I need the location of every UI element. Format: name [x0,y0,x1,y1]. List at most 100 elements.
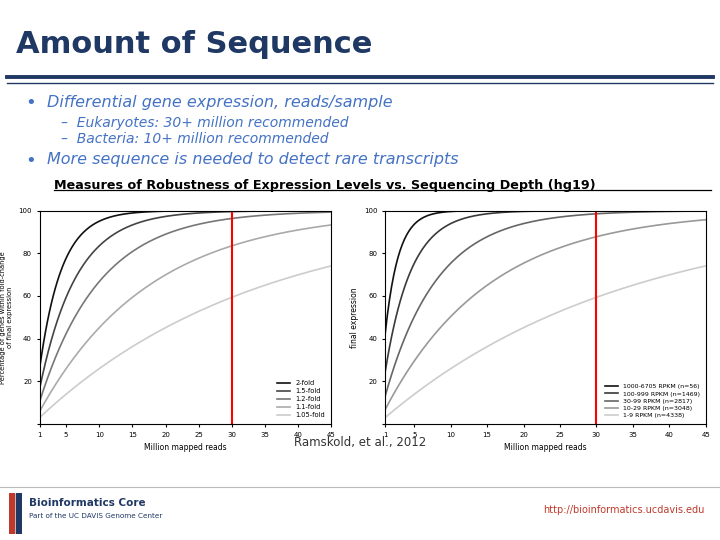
Line: 10-29 RPKM (n=3048): 10-29 RPKM (n=3048) [385,220,706,409]
Y-axis label: Percentage of genes within fold-change
of final expression: Percentage of genes within fold-change o… [0,251,13,383]
10-29 RPKM (n=3048) [382,404,390,411]
1.1-fold [36,407,45,413]
2-fold [281,207,289,214]
Bar [16,493,22,534]
1.1-fold [208,249,217,256]
1.05-fold [281,275,289,282]
1.1-fold [300,226,308,232]
Y-axis label: final expression: final expression [349,287,359,348]
1-9 RPKM (n=4338) [381,414,390,421]
Text: Part of the UC DAVIS Genome Center: Part of the UC DAVIS Genome Center [29,513,162,519]
Line: 100-999 RPKM (n=1469): 100-999 RPKM (n=1469) [385,211,706,372]
10-29 RPKM (n=3048) [651,222,660,228]
Bar [9,493,14,534]
30-99 RPKM (n=2817) [382,389,390,395]
100-999 RPKM (n=1469) [671,207,680,214]
1.5-fold [36,381,45,387]
100-999 RPKM (n=1469) [651,207,660,214]
Line: 2-fold: 2-fold [40,211,331,369]
2-fold [214,207,222,214]
1.05-fold [327,262,336,269]
1.1-fold [281,229,289,235]
Text: http://bioinformatics.ucdavis.edu: http://bioinformatics.ucdavis.edu [543,505,704,515]
1.05-fold [214,300,222,306]
1000-6705 RPKM (n=56) [381,330,390,337]
1.5-fold [209,209,217,215]
30-99 RPKM (n=2817) [671,208,680,214]
Text: Differential gene expression, reads/sample: Differential gene expression, reads/samp… [47,94,392,110]
100-999 RPKM (n=1469) [570,207,579,214]
1.2-fold [281,211,289,217]
1.2-fold [214,217,222,224]
30-99 RPKM (n=2817) [651,208,660,215]
1-9 RPKM (n=4338) [382,414,390,420]
1.5-fold [208,209,217,215]
1.5-fold [327,207,336,214]
Line: 1000-6705 RPKM (n=56): 1000-6705 RPKM (n=56) [385,211,706,334]
1000-6705 RPKM (n=56) [701,207,710,214]
1.5-fold [281,207,289,214]
Text: •: • [25,152,36,170]
Text: Ramskold, et al., 2012: Ramskold, et al., 2012 [294,436,426,449]
100-999 RPKM (n=1469) [382,362,390,368]
1000-6705 RPKM (n=56) [570,207,579,214]
10-29 RPKM (n=3048) [577,238,585,244]
1000-6705 RPKM (n=56) [382,321,390,327]
Text: –  Eukaryotes: 30+ million recommended: – Eukaryotes: 30+ million recommended [61,116,348,130]
Legend: 1000-6705 RPKM (n=56), 100-999 RPKM (n=1469), 30-99 RPKM (n=2817), 10-29 RPKM (n: 1000-6705 RPKM (n=56), 100-999 RPKM (n=1… [603,381,703,421]
1-9 RPKM (n=4338) [701,262,710,269]
10-29 RPKM (n=3048) [671,220,680,226]
Text: Amount of Sequence: Amount of Sequence [16,30,372,59]
30-99 RPKM (n=2817) [577,212,585,218]
1-9 RPKM (n=4338) [570,302,579,308]
1.05-fold [36,414,45,420]
Legend: 2-fold, 1.5-fold, 1.2-fold, 1.1-fold, 1.05-fold: 2-fold, 1.5-fold, 1.2-fold, 1.1-fold, 1.… [274,377,328,421]
10-29 RPKM (n=3048) [381,406,390,413]
1.05-fold [209,302,217,308]
1-9 RPKM (n=4338) [577,300,585,306]
10-29 RPKM (n=3048) [570,239,579,246]
2-fold [327,207,336,214]
Line: 1.05-fold: 1.05-fold [40,266,331,417]
1000-6705 RPKM (n=56) [572,207,580,214]
1.1-fold [209,249,217,255]
Line: 1.5-fold: 1.5-fold [40,211,331,389]
1000-6705 RPKM (n=56) [577,207,585,214]
1.2-fold [327,209,336,215]
X-axis label: Million mapped reads: Million mapped reads [504,443,587,452]
30-99 RPKM (n=2817) [572,212,580,219]
Line: 1.2-fold: 1.2-fold [40,212,331,402]
2-fold [35,366,44,372]
1.05-fold [208,302,217,308]
30-99 RPKM (n=2817) [570,212,579,219]
X-axis label: Million mapped reads: Million mapped reads [144,443,227,452]
100-999 RPKM (n=1469) [572,207,580,214]
100-999 RPKM (n=1469) [381,369,390,375]
1.2-fold [300,210,308,216]
1-9 RPKM (n=4338) [651,275,660,282]
1.5-fold [214,209,222,215]
10-29 RPKM (n=3048) [701,217,710,223]
2-fold [36,359,45,365]
1.1-fold [35,408,44,415]
Line: 1.1-fold: 1.1-fold [40,225,331,411]
Text: Measures of Robustness of Expression Levels vs. Sequencing Depth (hg19): Measures of Robustness of Expression Lev… [54,179,595,192]
30-99 RPKM (n=2817) [701,208,710,214]
1.5-fold [35,386,44,392]
1-9 RPKM (n=4338) [671,270,680,276]
1.1-fold [214,247,222,254]
1000-6705 RPKM (n=56) [651,207,660,214]
Line: 1-9 RPKM (n=4338): 1-9 RPKM (n=4338) [385,266,706,417]
2-fold [208,207,217,214]
10-29 RPKM (n=3048) [572,239,580,246]
2-fold [209,207,217,214]
1.2-fold [208,218,217,225]
1.05-fold [300,270,308,276]
1000-6705 RPKM (n=56) [671,207,680,214]
Line: 30-99 RPKM (n=2817): 30-99 RPKM (n=2817) [385,211,706,396]
1.05-fold [35,414,44,421]
1.2-fold [35,399,44,405]
30-99 RPKM (n=2817) [381,393,390,399]
100-999 RPKM (n=1469) [577,207,585,214]
1.2-fold [36,395,45,402]
